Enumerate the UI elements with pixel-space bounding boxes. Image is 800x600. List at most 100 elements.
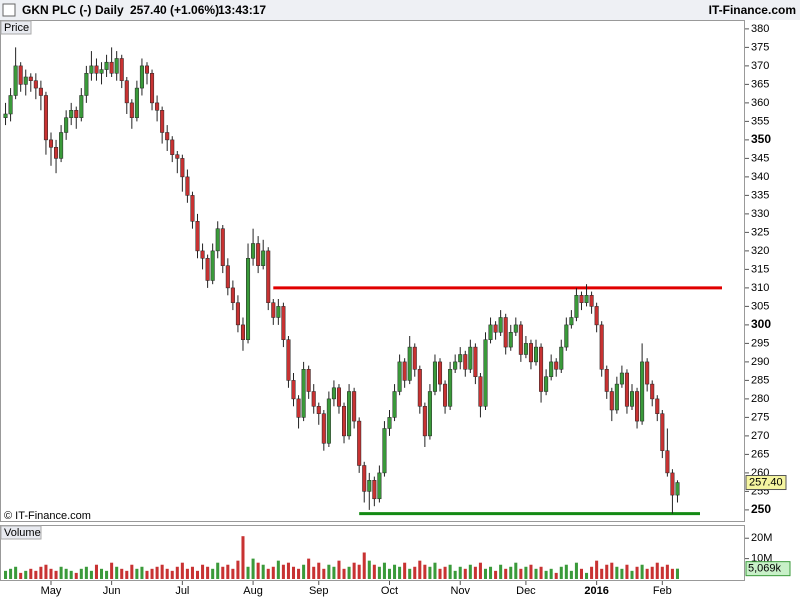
volume-bar: [615, 566, 619, 579]
candle-body: [33, 80, 38, 89]
volume-bar: [130, 564, 134, 579]
volume-bar: [74, 572, 78, 579]
time: 13:43:17: [218, 3, 266, 17]
volume-bar: [393, 564, 397, 579]
volume-bar: [554, 572, 558, 579]
volume-bar: [216, 562, 220, 579]
candle-body: [175, 154, 180, 159]
volume-bar: [640, 564, 644, 579]
volume-bar: [539, 566, 543, 579]
candle-body: [614, 383, 619, 411]
candle-body: [89, 65, 94, 74]
candle-body: [13, 65, 18, 96]
candle-body: [564, 324, 569, 348]
candle-body: [251, 243, 256, 259]
volume-bar: [297, 568, 301, 579]
volume-bar: [322, 568, 326, 579]
candle-body: [281, 306, 286, 340]
candle-body: [94, 65, 99, 74]
volume-bar: [180, 562, 184, 579]
y-tick-label: 365: [751, 78, 769, 90]
x-tick-label: Dec: [516, 585, 536, 597]
candle-body: [665, 450, 670, 474]
candle-body: [225, 265, 230, 289]
volume-bar: [231, 568, 235, 579]
volume-bar: [453, 570, 457, 579]
volume-bar: [367, 560, 371, 579]
candle-body: [559, 346, 564, 370]
volume-tick-label: 20M: [751, 532, 772, 544]
candle-body: [342, 406, 347, 437]
volume-bar: [266, 568, 270, 579]
candle-body: [357, 420, 362, 466]
candle-body: [438, 361, 443, 385]
candle-body: [195, 221, 200, 252]
volume-tag: 5,069k: [748, 563, 782, 575]
candle-body: [124, 80, 129, 104]
volume-bar: [276, 560, 280, 579]
candle-body: [584, 295, 589, 303]
volume-bar: [483, 568, 488, 579]
candle-body: [331, 387, 336, 400]
candle-body: [316, 406, 321, 414]
volume-bar: [423, 564, 427, 579]
candle-body: [165, 132, 170, 141]
candle-body: [645, 361, 650, 385]
x-tick-label: Nov: [450, 585, 470, 597]
price-panel: [0, 20, 745, 522]
candle-body: [554, 361, 559, 370]
volume-bar: [620, 568, 624, 579]
y-tick-label: 285: [751, 374, 769, 386]
candle-body: [256, 243, 261, 266]
volume-bar: [140, 566, 144, 579]
candle-body: [150, 73, 155, 104]
volume-bar: [115, 566, 119, 579]
volume-label-box: [0, 525, 42, 540]
candle-body: [407, 346, 412, 381]
candle-body: [412, 346, 417, 370]
volume-bar: [39, 566, 43, 579]
volume-bar: [246, 566, 250, 579]
volume-bar: [201, 564, 205, 579]
candle-body: [155, 102, 160, 111]
candle-body: [271, 302, 276, 318]
candle-body: [609, 391, 614, 411]
candle-body: [478, 376, 483, 407]
candle-body: [660, 413, 665, 451]
candle-body: [59, 132, 64, 159]
candle-body: [503, 317, 508, 348]
candle-body: [230, 287, 235, 303]
candle-body: [180, 158, 185, 178]
candle-body: [119, 58, 124, 81]
candle-body: [296, 398, 301, 418]
volume-bar: [165, 568, 169, 579]
y-tick-label: 305: [751, 300, 769, 312]
volume-bar: [94, 564, 98, 579]
candle-body: [518, 324, 523, 355]
volume-bar: [418, 560, 422, 579]
volume-bar: [286, 562, 290, 579]
y-tick-label: 295: [751, 337, 769, 349]
candle-body: [544, 376, 549, 392]
volume-bar: [650, 566, 654, 579]
candle-body: [23, 76, 28, 85]
volume-bar: [448, 564, 452, 579]
candle-body: [670, 472, 675, 496]
volume-bar: [564, 564, 568, 579]
candle-body: [448, 369, 453, 407]
candle-body: [276, 306, 281, 318]
volume-bar: [175, 566, 179, 579]
candle-body: [402, 361, 407, 381]
price-tag: 257.40: [749, 476, 783, 488]
x-tick-label: Oct: [381, 585, 398, 597]
candle-body: [604, 369, 609, 392]
x-tick-label: 2016: [584, 585, 608, 597]
volume-bar: [125, 570, 129, 579]
candle-body: [569, 317, 574, 326]
volume-bar: [135, 568, 139, 579]
y-tick-label: 310: [751, 282, 769, 294]
candle-body: [579, 295, 584, 303]
candle-body: [589, 295, 594, 307]
volume-bar: [514, 562, 518, 579]
